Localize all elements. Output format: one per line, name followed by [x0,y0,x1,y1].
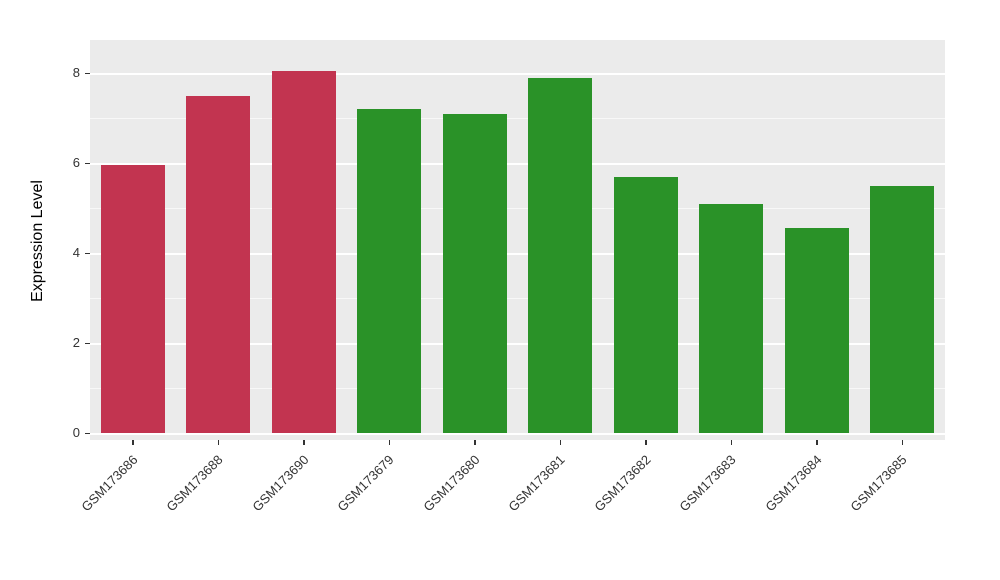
y-tick-label: 8 [72,65,80,80]
bar-GSM173683 [699,203,764,433]
bar-GSM173682 [613,176,678,433]
x-tick-label: GSM173679 [334,452,397,515]
gridline-major [90,163,945,165]
y-tick-label: 2 [72,335,80,350]
x-tick-mark [132,440,134,445]
x-tick-mark [303,440,305,445]
y-tick-mark [85,162,90,164]
gridline-minor [90,298,945,299]
x-tick-label: GSM173681 [505,452,568,515]
y-tick-mark [85,72,90,74]
x-tick-label: GSM173684 [762,452,825,515]
x-tick-mark [559,440,561,445]
y-tick-mark [85,342,90,344]
gridline-major [90,73,945,75]
bar-GSM173680 [442,113,507,433]
y-tick-label: 4 [72,245,80,260]
x-tick-mark [388,440,390,445]
x-tick-label: GSM173680 [420,452,483,515]
x-tick-label: GSM173690 [249,452,312,515]
y-tick-mark [85,432,90,434]
bar-GSM173684 [784,228,849,433]
x-tick-label: GSM173683 [676,452,739,515]
y-tick-label: 6 [72,155,80,170]
gridline-minor [90,388,945,389]
bar-GSM173686 [100,165,165,433]
x-tick-label: GSM173685 [847,452,910,515]
y-tick-mark [85,252,90,254]
gridline-major [90,343,945,345]
y-axis-title: Expression Level [29,180,46,302]
gridline-minor [90,208,945,209]
plot-panel [90,40,945,440]
x-tick-mark [474,440,476,445]
x-tick-mark [816,440,818,445]
x-tick-label: GSM173686 [78,452,141,515]
y-tick-label: 0 [72,425,80,440]
bar-GSM173679 [357,109,422,433]
x-tick-mark [217,440,219,445]
x-tick-mark [901,440,903,445]
bar-GSM173685 [870,185,935,433]
gridline-major [90,433,945,435]
x-tick-mark [730,440,732,445]
bar-GSM173681 [528,77,593,433]
x-tick-label: GSM173688 [163,452,226,515]
gridline-major [90,253,945,255]
bar-GSM173688 [186,95,251,433]
x-tick-mark [645,440,647,445]
gridline-minor [90,118,945,119]
x-tick-label: GSM173682 [591,452,654,515]
bar-GSM173690 [271,70,336,433]
